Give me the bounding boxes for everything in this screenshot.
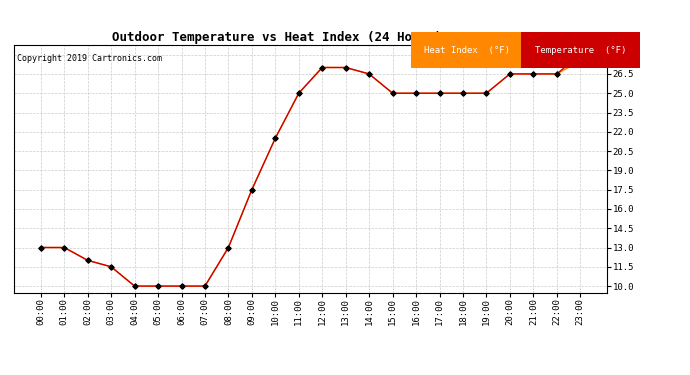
Text: Heat Index  (°F): Heat Index (°F) xyxy=(424,46,511,55)
Title: Outdoor Temperature vs Heat Index (24 Hours) 20190216: Outdoor Temperature vs Heat Index (24 Ho… xyxy=(112,31,509,44)
Text: Copyright 2019 Cartronics.com: Copyright 2019 Cartronics.com xyxy=(17,54,162,63)
Text: Temperature  (°F): Temperature (°F) xyxy=(535,46,626,55)
